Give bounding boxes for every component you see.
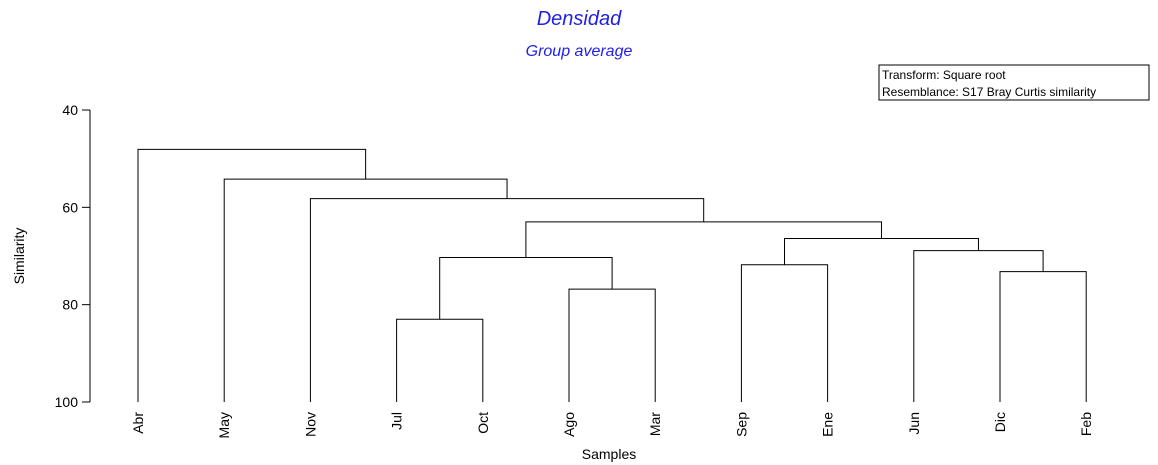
leaf-label: Sep [733,412,749,437]
y-axis-label: Similarity [11,228,27,285]
dendrogram-link [784,237,979,265]
leaf-label: Dic [992,412,1008,432]
leaf-label: May [216,412,232,438]
y-axis: 40 60 80 100 Similarity [11,102,91,410]
leaf-label: Mar [647,412,663,436]
legend-frame [878,64,1150,101]
dendrogram-link [396,318,484,402]
dendrogram-link [309,198,705,402]
dendrogram-link [999,271,1087,402]
leaf-label: Abr [130,412,146,434]
dendrogram-link [137,148,367,402]
legend-resemblance-text: Resemblance: S17 Bray Curtis similarity [882,85,1096,99]
legend-box: Transform: Square root Resemblance: S17 … [878,64,1150,101]
dendrogram-link [223,178,508,402]
y-tick-label: 40 [62,102,78,118]
leaf-label: Nov [302,412,318,437]
dendrogram-link [525,221,882,258]
x-axis-label: Samples [582,446,636,462]
dendrogram-link [740,264,829,402]
leaf-label: Oct [475,412,491,434]
dendrogram-tree [137,148,1087,402]
chart-subtitle: Group average [526,43,633,60]
leaf-labels: Abr May Nov Jul Oct Ago Mar Sep Ene Jun Dic Feb [130,412,1094,439]
dendrogram-link [439,256,613,320]
dendrogram-link [913,250,1044,402]
legend-transform-text: Transform: Square root [882,68,1006,82]
leaf-label: Jul [389,412,405,430]
y-tick-label: 60 [62,199,78,215]
y-tick-label: 80 [62,297,78,313]
leaf-label: Feb [1078,412,1094,436]
leaf-label: Jun [906,412,922,435]
y-tick-label: 100 [55,394,79,410]
leaf-label: Ago [561,412,577,437]
chart-title: Densidad [537,8,622,30]
dendrogram-link [568,288,656,402]
leaf-label: Ene [820,412,836,437]
